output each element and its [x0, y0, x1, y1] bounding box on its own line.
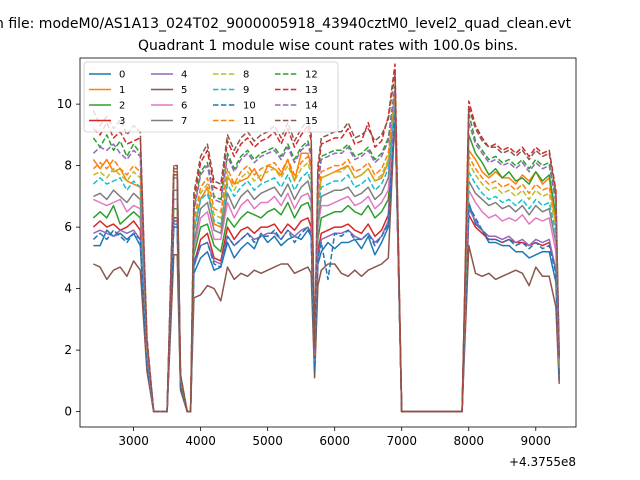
x-tick-label: 7000: [386, 434, 417, 448]
x-tick-label: 8000: [453, 434, 484, 448]
series-line-14: [92, 88, 560, 413]
plot-frame: [79, 57, 577, 428]
x-tick-label: 3000: [118, 434, 149, 448]
y-tick-label: 6: [64, 220, 72, 234]
series-line-1: [92, 100, 560, 413]
series-line-7: [93, 97, 560, 413]
y-tick-label: 10: [57, 97, 72, 111]
x-axis: 3000 4000 5000 6000 7000 8000 9000: [118, 427, 551, 448]
series-line-11: [92, 91, 560, 413]
y-tick-label: 0: [64, 405, 72, 419]
series-line-4: [93, 109, 560, 413]
y-tick-label: 2: [64, 343, 72, 357]
chart-title: Quadrant 1 module wise count rates with …: [138, 38, 518, 54]
x-tick-label: 5000: [252, 434, 283, 448]
series-line-10: [92, 109, 560, 413]
x-tick-label: 4000: [185, 434, 216, 448]
legend-label-12: 12: [305, 70, 318, 81]
series-line-9: [92, 100, 560, 413]
legend-label-15: 15: [305, 116, 318, 127]
series-line-12: [92, 84, 560, 413]
series-line-0: [93, 112, 560, 413]
legend-box: [83, 61, 339, 133]
series-line-15: [92, 72, 560, 413]
y-axis: 0 2 4 6 8 10: [57, 97, 80, 419]
legend-label-10: 10: [243, 101, 256, 112]
legend-label-0: 0: [119, 70, 125, 81]
legend-label-9: 9: [243, 85, 249, 96]
series-line-6: [93, 106, 560, 413]
figure-suptitle: n file: modeM0/AS1A13_024T02_9000005918_…: [0, 16, 572, 32]
legend-label-6: 6: [181, 101, 187, 112]
legend-label-4: 4: [181, 70, 187, 81]
legend-label-2: 2: [119, 101, 125, 112]
y-tick-label: 8: [64, 159, 72, 173]
series-line-5: [93, 112, 560, 413]
series-line-3: [92, 106, 560, 413]
series-line-2: [92, 109, 560, 413]
y-tick-label: 4: [64, 282, 72, 296]
legend-label-14: 14: [305, 101, 318, 112]
legend-label-3: 3: [119, 116, 125, 127]
legend-label-11: 11: [243, 116, 256, 127]
series-layer: [92, 63, 560, 413]
series-line-13: [92, 63, 560, 413]
legend-label-13: 13: [305, 85, 318, 96]
legend-label-8: 8: [243, 70, 249, 81]
legend-label-1: 1: [119, 85, 125, 96]
x-offset-label: +4.3755e8: [509, 455, 576, 469]
x-tick-label: 9000: [521, 434, 552, 448]
x-tick-label: 6000: [319, 434, 350, 448]
legend-label-5: 5: [181, 85, 187, 96]
legend-label-7: 7: [181, 116, 187, 127]
